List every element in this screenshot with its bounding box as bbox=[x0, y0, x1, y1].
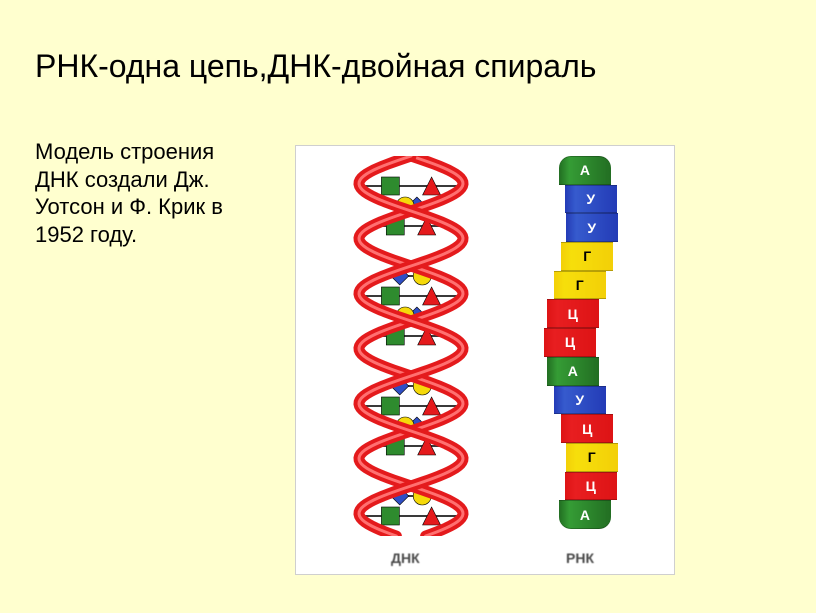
rna-base: А bbox=[559, 156, 611, 185]
rna-base: Ц bbox=[547, 299, 599, 328]
rna-base: У bbox=[554, 386, 606, 415]
rna-base: Г bbox=[566, 443, 618, 472]
dna-caption: ДНК bbox=[391, 550, 420, 566]
dna-diagram bbox=[331, 156, 491, 536]
rna-base: Г bbox=[561, 242, 613, 271]
rna-base: Ц bbox=[544, 328, 596, 357]
rna-base: А bbox=[547, 357, 599, 386]
rna-base: У bbox=[566, 213, 618, 242]
rna-diagram: АУУГГЦЦАУЦГЦА bbox=[541, 156, 621, 536]
rna-base: А bbox=[559, 500, 611, 529]
page-title: РНК-одна цепь,ДНК-двойная спираль bbox=[35, 48, 596, 85]
rna-base: Ц bbox=[565, 472, 617, 501]
rna-base: Ц bbox=[561, 414, 613, 443]
rna-caption: РНК bbox=[566, 550, 594, 566]
rna-base: Г bbox=[554, 271, 606, 300]
rna-base: У bbox=[565, 185, 617, 214]
description-text: Модель строения ДНК создали Дж. Уотсон и… bbox=[35, 138, 255, 248]
diagram-figure: АУУГГЦЦАУЦГЦА ДНК РНК bbox=[295, 145, 675, 575]
